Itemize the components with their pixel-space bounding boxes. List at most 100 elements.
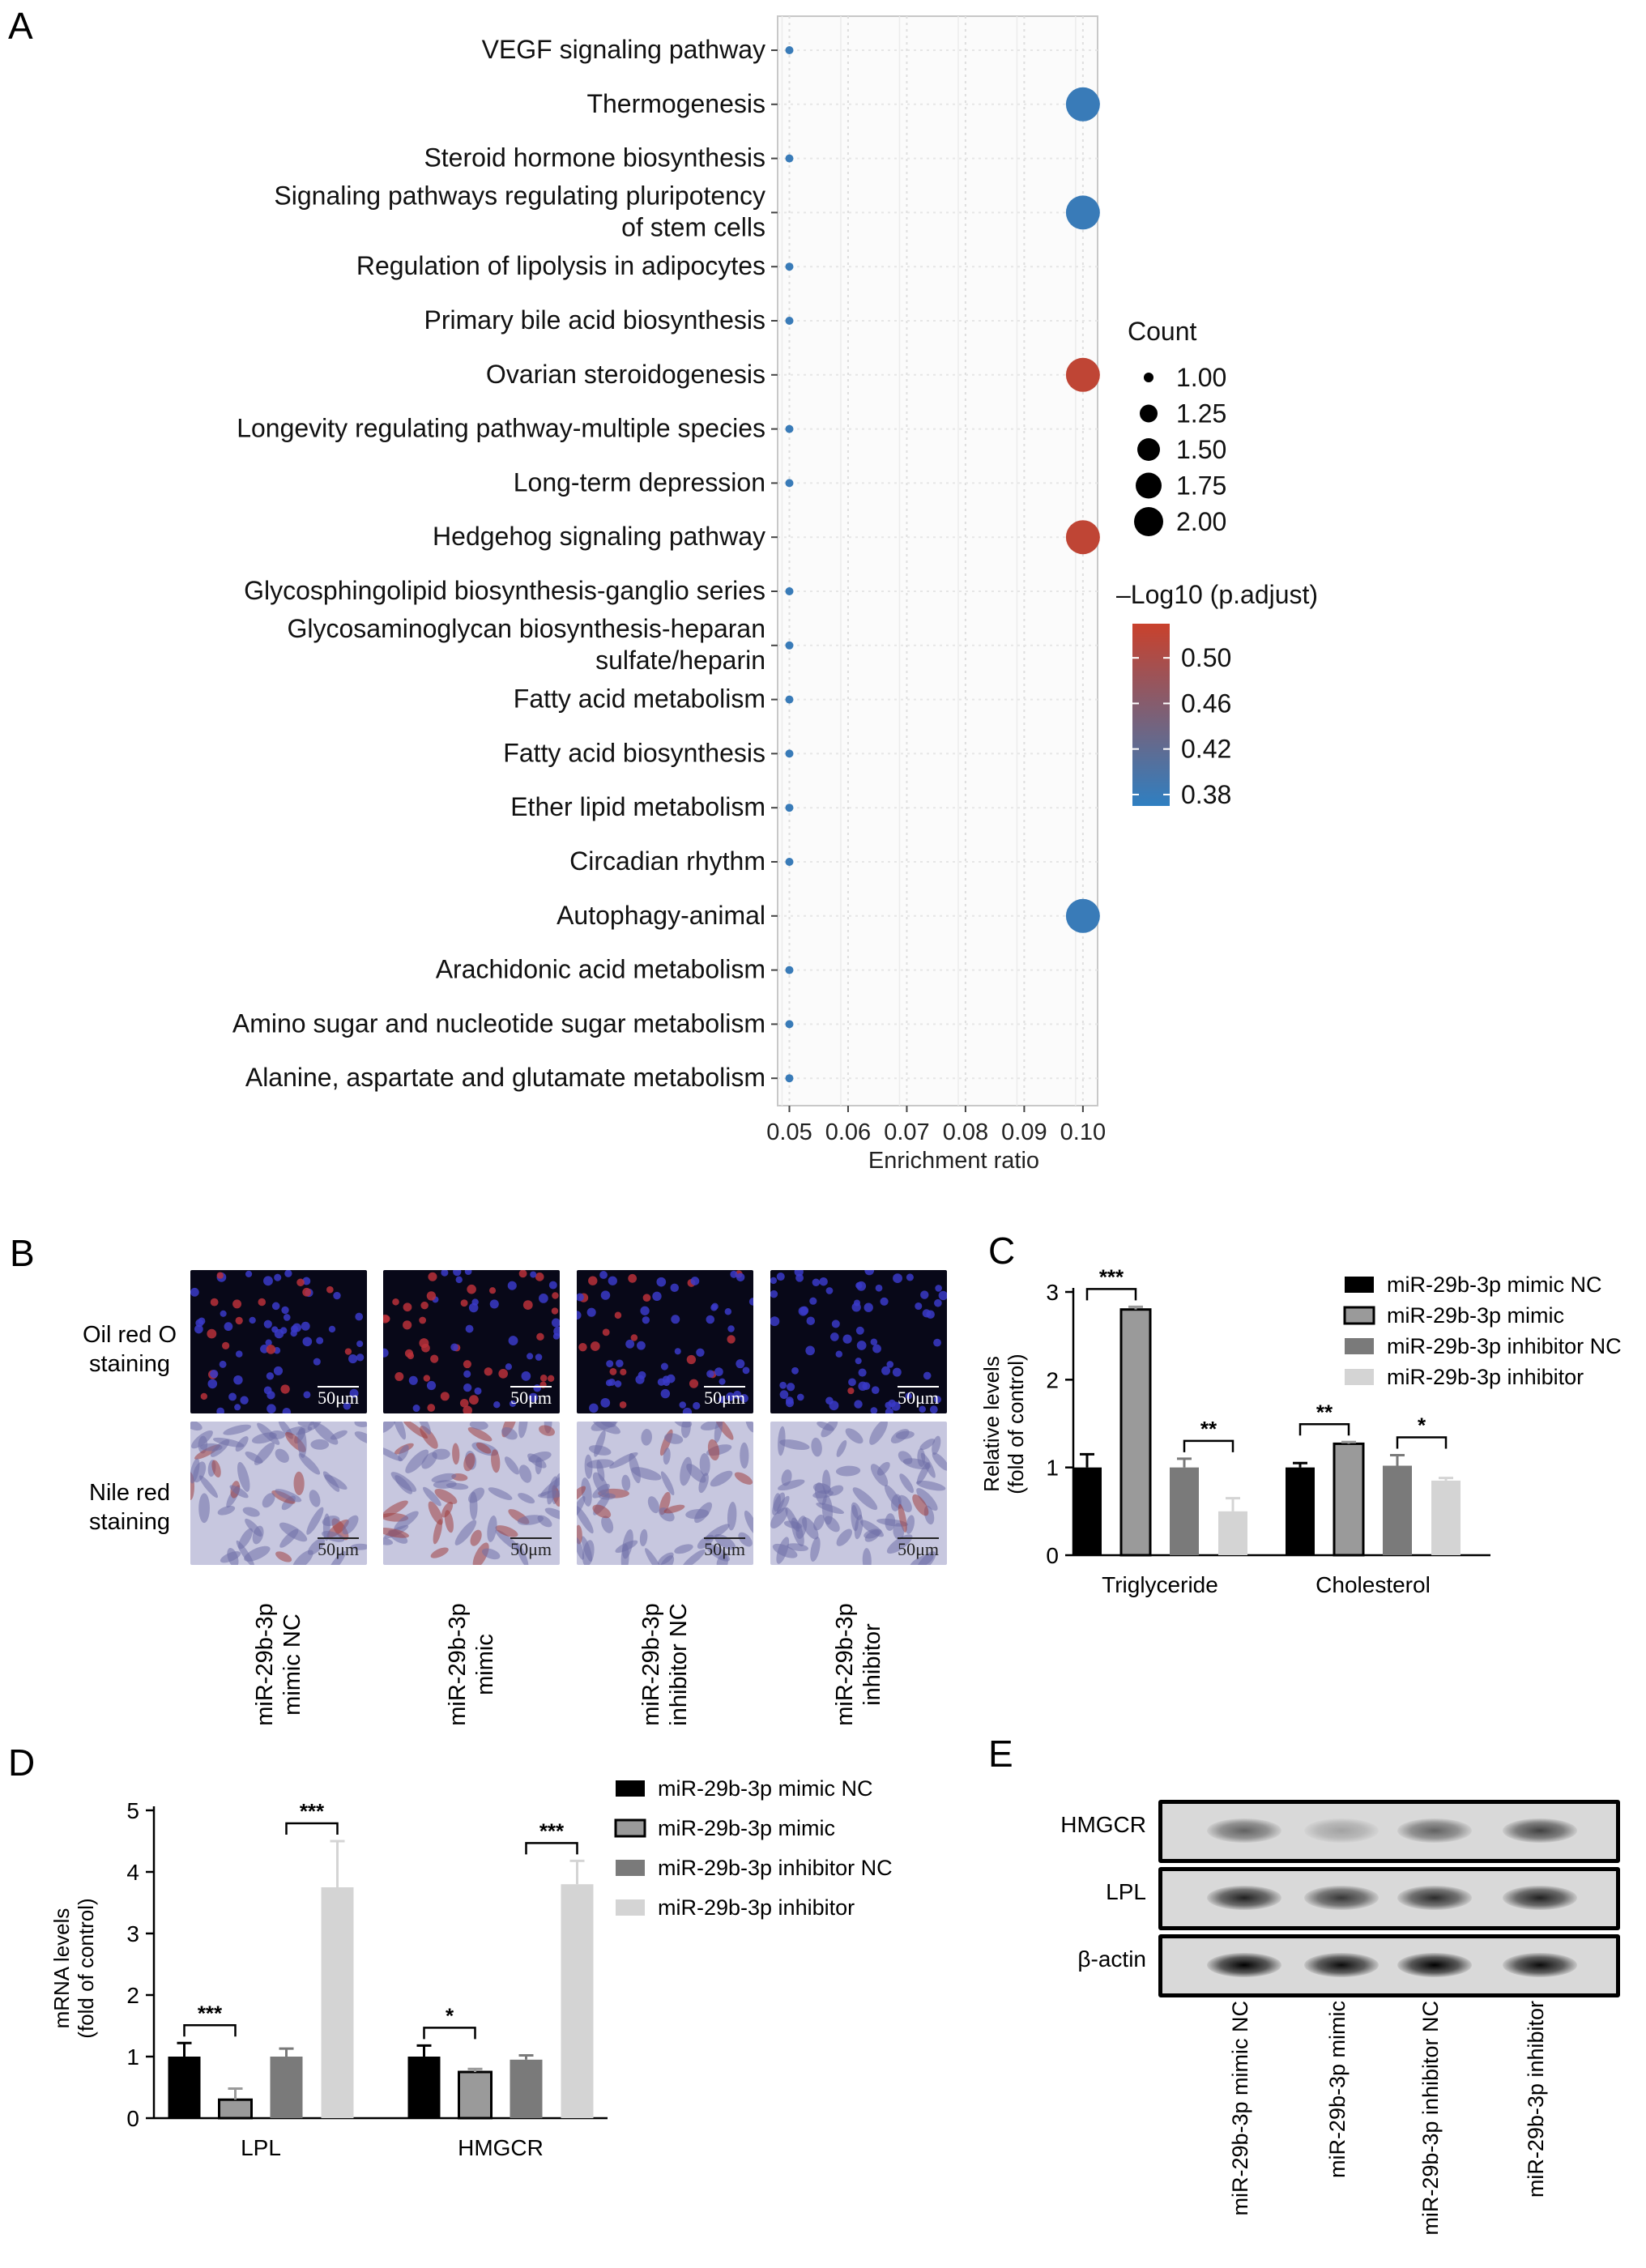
- cell-nucleus: [383, 1348, 389, 1358]
- cell-nucleus: [403, 1302, 412, 1312]
- cell-nucleus: [394, 1371, 404, 1381]
- significance-label: *: [446, 2003, 454, 2027]
- legend-label: miR-29b-3p mimic: [658, 1816, 835, 1840]
- cell-nucleus: [474, 1387, 482, 1395]
- scale-bar-label: 50μm: [510, 1386, 552, 1408]
- blot-strip: [1158, 1934, 1620, 1997]
- cell-nucleus: [630, 1334, 638, 1341]
- x-tick-label: 0.08: [943, 1119, 988, 1145]
- significance-bracket: [1298, 1423, 1350, 1436]
- protein-band: [1503, 1886, 1577, 1910]
- cell-body: [428, 1501, 443, 1525]
- cell-nucleus: [660, 1362, 668, 1371]
- cell-body: [242, 1507, 260, 1517]
- blot-strip: [1158, 1867, 1620, 1930]
- y-axis-label: mRNA levels(fold of control): [49, 1898, 98, 2038]
- data-point: [785, 587, 794, 595]
- cell-body: [469, 1422, 488, 1430]
- data-point: [785, 1074, 794, 1083]
- micrograph-texture: [770, 1422, 947, 1565]
- y-category-label: Glycosphingolipid biosynthesis-ganglio s…: [244, 576, 765, 605]
- cell-nucleus: [689, 1379, 699, 1388]
- cell-nucleus: [296, 1278, 305, 1287]
- cell-nucleus: [235, 1350, 243, 1358]
- y-axis-label: Relative levels(fold of control): [979, 1354, 1028, 1494]
- cell-body: [190, 1458, 200, 1484]
- cell-body: [592, 1504, 612, 1519]
- legend-label: miR-29b-3p inhibitor: [658, 1895, 855, 1920]
- bar: [458, 2070, 493, 2120]
- data-point: [1065, 87, 1100, 122]
- data-point: [785, 262, 794, 271]
- cell-nucleus: [888, 1399, 896, 1408]
- cell-nucleus: [539, 1294, 548, 1303]
- data-point: [785, 1020, 794, 1029]
- cell-body: [851, 1502, 863, 1520]
- size-legend-dot: [1144, 373, 1153, 382]
- cell-nucleus: [831, 1319, 840, 1328]
- cell-nucleus: [507, 1281, 517, 1290]
- y-tick-label: 1: [126, 2044, 139, 2070]
- cell-nucleus: [586, 1307, 596, 1317]
- scale-bar-label: 50μm: [704, 1537, 745, 1559]
- legend-label: miR-29b-3p inhibitor: [1387, 1365, 1584, 1389]
- cell-nucleus: [468, 1302, 479, 1313]
- legend-label: miR-29b-3p inhibitor NC: [1387, 1334, 1622, 1358]
- cell-body: [577, 1505, 594, 1534]
- cell-body: [885, 1513, 896, 1531]
- y-category-label: Autophagy-animal: [556, 901, 765, 930]
- cell-nucleus: [835, 1350, 843, 1358]
- oil-red-micrograph: 50μm: [770, 1270, 947, 1413]
- cell-body: [383, 1446, 403, 1461]
- significance-label: ***: [300, 1799, 325, 1823]
- column-label-line: mimic: [472, 1634, 498, 1695]
- cell-body: [813, 1514, 825, 1531]
- size-legend-label: 1.00: [1176, 363, 1226, 392]
- cell-nucleus: [736, 1359, 745, 1369]
- cell-nucleus: [233, 1375, 243, 1385]
- micrograph-texture: [383, 1270, 560, 1413]
- cell-body: [596, 1460, 605, 1481]
- micrograph-texture: [577, 1422, 753, 1565]
- cell-nucleus: [412, 1405, 420, 1413]
- data-point: [785, 317, 794, 325]
- x-tick-label: 0.07: [884, 1119, 929, 1145]
- cell-nucleus: [463, 1360, 471, 1369]
- cell-nucleus: [670, 1283, 679, 1293]
- cell-body: [698, 1473, 709, 1494]
- cell-nucleus: [727, 1325, 735, 1332]
- cell-nucleus: [420, 1301, 429, 1310]
- cell-body: [577, 1495, 586, 1520]
- cell-body: [622, 1529, 633, 1559]
- size-legend-label: 1.75: [1176, 471, 1226, 501]
- cell-body: [905, 1515, 915, 1534]
- legend-label: miR-29b-3p mimic: [1387, 1303, 1564, 1328]
- color-legend-title: –Log10 (p.adjust): [1116, 580, 1318, 609]
- cell-body: [663, 1447, 671, 1465]
- cell-nucleus: [535, 1273, 544, 1281]
- cell-body: [869, 1422, 888, 1445]
- cell-body: [539, 1425, 556, 1436]
- cell-body: [860, 1520, 884, 1537]
- cell-body: [810, 1537, 821, 1562]
- cell-nucleus: [240, 1396, 249, 1405]
- cell-nucleus: [547, 1375, 555, 1383]
- cell-nucleus: [933, 1338, 941, 1347]
- panel-c-barchart: C 0 1 2 3 Relative levels(fold of control) Tr…: [979, 1230, 1622, 1597]
- cell-nucleus: [736, 1273, 745, 1282]
- micrograph-texture: [770, 1270, 947, 1413]
- cell-nucleus: [870, 1407, 878, 1413]
- panel-a-letter: A: [8, 5, 33, 47]
- cell-nucleus: [521, 1371, 531, 1381]
- cell-body: [645, 1548, 663, 1565]
- cell-nucleus: [686, 1354, 697, 1365]
- cell-nucleus: [290, 1329, 297, 1337]
- significance-label: ***: [1099, 1264, 1124, 1289]
- cell-body: [778, 1479, 805, 1491]
- cell-nucleus: [819, 1277, 828, 1286]
- cell-nucleus: [577, 1293, 584, 1302]
- cell-nucleus: [779, 1381, 787, 1389]
- legend-swatch: [614, 1818, 646, 1838]
- cell-nucleus: [806, 1316, 816, 1325]
- cell-body: [394, 1511, 419, 1531]
